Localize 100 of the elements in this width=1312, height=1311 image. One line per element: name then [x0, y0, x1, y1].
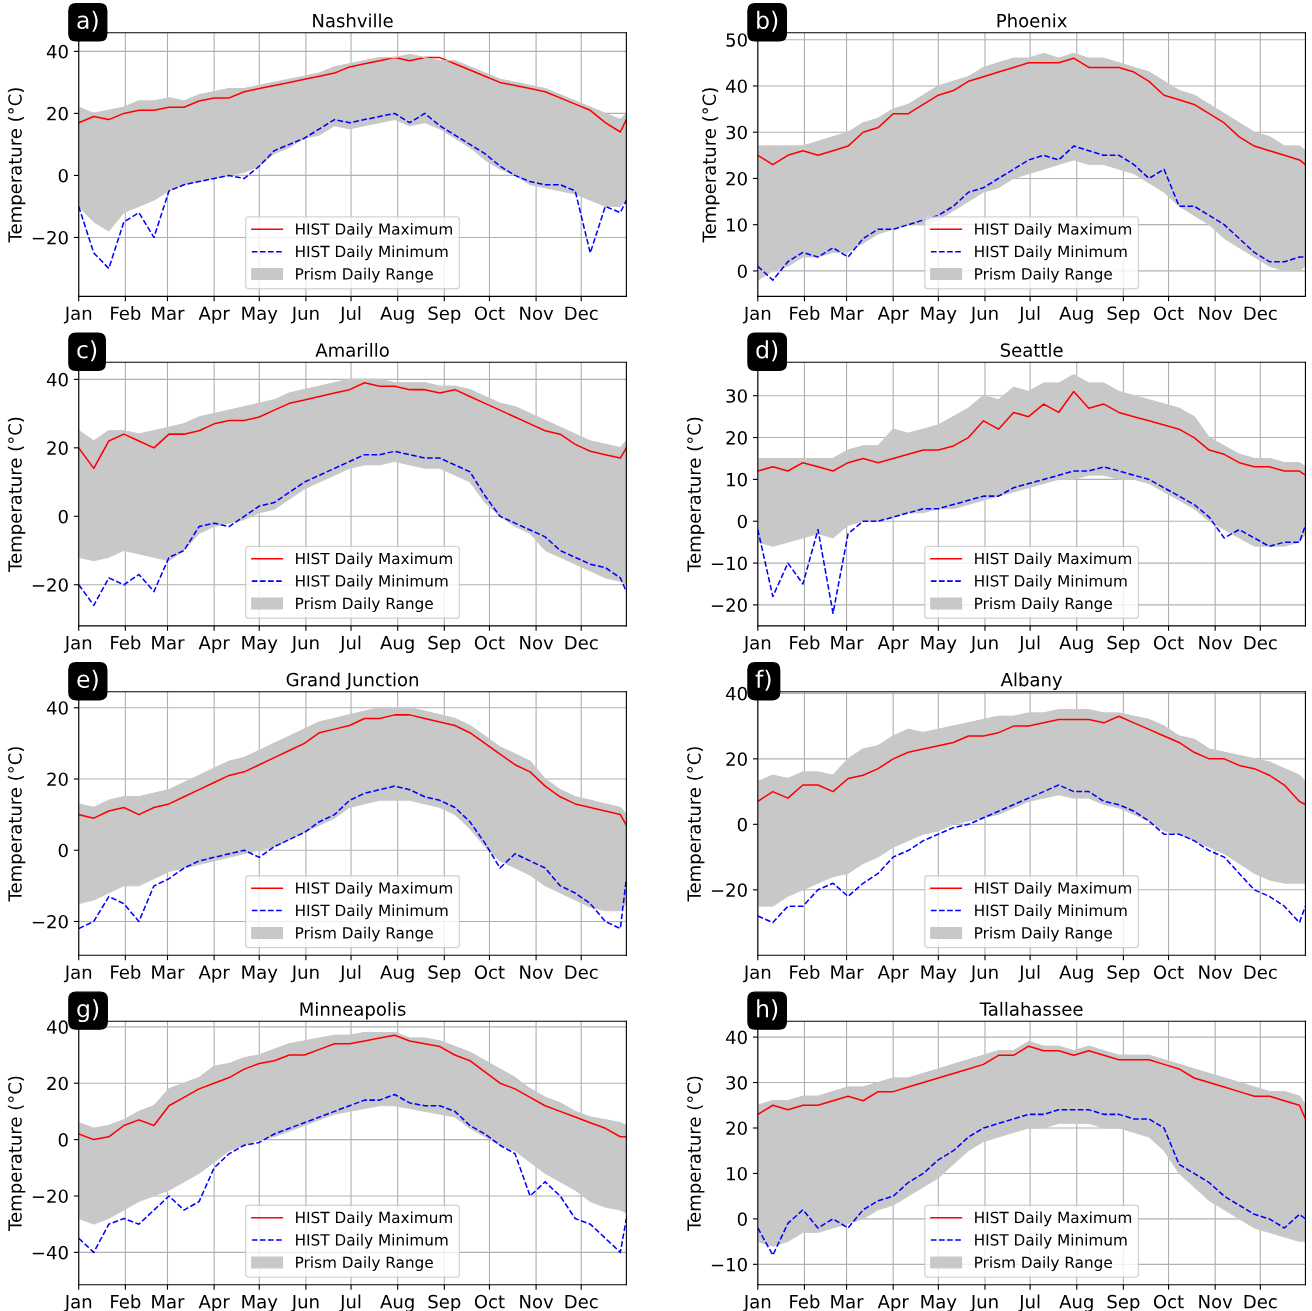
x-tick-label: Jun	[290, 965, 319, 983]
x-tick-label: Nov	[1199, 306, 1233, 321]
x-tick-label: Mar	[152, 1295, 185, 1309]
x-tick-label: Feb	[111, 1294, 141, 1309]
chart-title: Nashville	[313, 13, 393, 28]
y-tick-label: 40	[725, 1030, 747, 1045]
x-tick-label: Nov	[1199, 1295, 1233, 1309]
x-tick-label: May	[242, 1295, 278, 1311]
x-tick-label: Feb	[111, 965, 141, 979]
y-tick-label: −10	[711, 1257, 747, 1272]
x-tick-label: Jul	[339, 1294, 361, 1311]
x-tick-label: Dec	[1244, 306, 1277, 321]
legend-label: HIST Daily Minimum	[296, 574, 448, 590]
legend-label: Prism Daily Range	[296, 926, 433, 942]
x-tick-label: Oct	[474, 635, 505, 650]
annotation: g)	[77, 999, 99, 1023]
y-tick-label: 30	[726, 125, 747, 140]
x-tick-label: Dec	[565, 965, 598, 979]
text: h)	[757, 999, 778, 1021]
legend-label: HIST Daily Maximum	[975, 222, 1132, 238]
text: f)	[755, 669, 771, 691]
y-tick-label: 20	[47, 1076, 68, 1091]
chart-title: Grand Junction	[286, 672, 418, 690]
x-tick-label: Jan	[742, 636, 771, 653]
x-tick-label: Oct	[474, 306, 505, 321]
x-tick-label: Jun	[290, 1295, 319, 1311]
x-tick-label: Sep	[428, 306, 461, 324]
x-tick-label: Jan	[63, 306, 92, 324]
y-tick-label: −20	[711, 598, 747, 613]
legend-label: Prism Daily Range	[975, 267, 1112, 283]
y-tick-label: 0	[737, 817, 747, 832]
x-tick-label: Jun	[969, 636, 998, 653]
x-tick-label: Mar	[152, 306, 185, 321]
y-tick-label: 20	[726, 1121, 747, 1136]
x-tick-label: Jul	[339, 306, 361, 324]
y-tick-label: −40	[32, 1245, 68, 1260]
x-tick-label: Nov	[520, 1295, 554, 1309]
x-tick-label: Aug	[380, 306, 414, 324]
x-tick-label: Jul	[1018, 965, 1040, 983]
y-tick-label: 40	[725, 686, 747, 701]
chart-title: Amarillo	[315, 342, 389, 357]
chart-title: Seattle	[1000, 342, 1063, 357]
legend-label: Prism Daily Range	[296, 267, 433, 283]
y-axis-title: Temperature (°C)	[702, 88, 720, 243]
y-axis-title: Temperature (°C)	[7, 747, 26, 902]
line-series	[757, 784, 1306, 924]
chart-title: Tallahassee	[979, 1001, 1083, 1016]
legend-label: Prism Daily Range	[975, 597, 1112, 613]
x-tick-label: Feb	[790, 306, 820, 321]
x-tick-label: Mar	[831, 965, 864, 979]
line-series	[757, 1109, 1306, 1257]
x-tick-label: Feb	[790, 635, 820, 650]
x-tick-label: Feb	[790, 965, 820, 979]
x-tick-label: Feb	[111, 635, 141, 650]
x-tick-label: Oct	[1153, 635, 1184, 650]
x-tick-label: Aug	[380, 636, 414, 654]
x-tick-label: Jan	[63, 636, 92, 653]
line-series	[757, 145, 1306, 281]
x-tick-label: Sep	[1107, 306, 1140, 324]
x-tick-label: Jan	[742, 1295, 771, 1311]
line-series	[78, 1093, 627, 1254]
y-tick-label: 20	[47, 772, 68, 787]
line-series	[757, 466, 1306, 615]
y-tick-label: −20	[32, 914, 68, 929]
y-tick-label: 40	[46, 1020, 68, 1034]
y-tick-label: 0	[58, 509, 68, 524]
chart-title: Minneapolis	[300, 1001, 406, 1020]
y-tick-label: 20	[726, 171, 747, 186]
y-tick-label: 40	[46, 701, 68, 715]
x-tick-label: Dec	[565, 306, 598, 321]
x-tick-label: Jun	[969, 1295, 998, 1311]
x-tick-label: Oct	[474, 965, 505, 979]
x-tick-label: Aug	[1059, 1295, 1093, 1311]
x-tick-label: Oct	[1153, 965, 1184, 979]
x-tick-label: Mar	[831, 306, 864, 321]
y-tick-label: −20	[32, 578, 68, 592]
line-series	[78, 382, 627, 470]
x-tick-label: Dec	[1244, 1295, 1277, 1309]
line-series	[757, 57, 1306, 166]
text: a)	[77, 10, 98, 32]
x-tick-label: Aug	[1059, 636, 1093, 654]
y-tick-label: 40	[46, 44, 68, 59]
y-tick-label: 20	[47, 441, 68, 455]
x-tick-label: Dec	[565, 636, 598, 650]
x-tick-label: Mar	[152, 636, 185, 650]
x-tick-label: Jul	[339, 635, 361, 653]
x-tick-label: Jan	[742, 965, 771, 983]
y-axis-title: Temperature (°C)	[686, 1076, 705, 1231]
y-tick-label: 0	[58, 843, 68, 858]
chart-title: Albany	[1000, 672, 1063, 690]
x-tick-label: Nov	[520, 965, 554, 979]
legend-label: HIST Daily Minimum	[975, 574, 1127, 590]
x-tick-label: Mar	[831, 1295, 864, 1309]
legend-label: Prism Daily Range	[975, 1256, 1112, 1272]
legend-label: HIST Daily Minimum	[975, 245, 1127, 261]
y-tick-label: −20	[32, 1189, 68, 1204]
x-tick-label: Aug	[380, 1295, 414, 1311]
y-tick-label: 50	[726, 33, 747, 47]
y-tick-label: 40	[725, 79, 747, 94]
y-tick-label: −20	[32, 230, 68, 245]
